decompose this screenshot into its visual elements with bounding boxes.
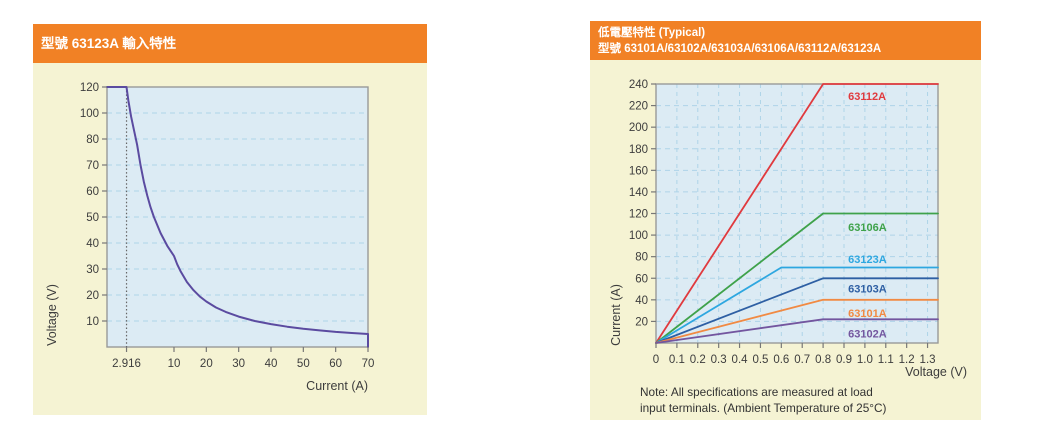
series-label-63102A: 63102A [848, 329, 887, 341]
series-line-63106A [655, 212, 939, 344]
y-tick-label: 160 [629, 165, 648, 177]
x-tick-label: 1.2 [899, 354, 915, 366]
y-axis-tick-labels: 120 100 80 70 60 50 40 30 20 10 [80, 82, 99, 328]
y-tick-label: 200 [629, 122, 648, 134]
y-tick-label: 20 [86, 290, 99, 302]
y-tick-label: 120 [629, 209, 648, 221]
gridlines [107, 112, 368, 322]
y-axis-tick-labels: 240 220 200 180 160 140 120 100 80 60 40 20 [629, 79, 648, 328]
right-chart: 63112A 63106A 63123A 63103A 63101A 63102A 0 0.1… [629, 79, 939, 366]
series-label-63103A: 63103A [848, 283, 887, 295]
y-tick-label: 60 [86, 186, 99, 198]
y-tick-label: 60 [635, 273, 648, 285]
y-tick-label: 40 [86, 238, 99, 250]
x-tick-label: 0.9 [836, 354, 852, 366]
series-label-63101A: 63101A [848, 308, 887, 320]
y-tick-label: 120 [80, 82, 99, 94]
left-panel: 型號 63123A 輸入特性 2.916 10 20 30 40 50 60 70 120 100… [33, 24, 427, 415]
x-tick-label: 0.3 [711, 354, 727, 366]
x-tick-label: 0 [653, 354, 659, 366]
series-label-63112A: 63112A [848, 91, 886, 103]
x-tick-label: 0.5 [752, 354, 768, 366]
y-tick-label: 180 [629, 144, 648, 156]
y-tick-label: 30 [86, 264, 99, 276]
x-tick-label: 1.1 [878, 354, 894, 366]
series-line-63123A [106, 86, 369, 348]
x-tick-label: 0.8 [815, 354, 831, 366]
x-tick-label: 2.916 [112, 358, 141, 370]
x-tick-label: 10 [168, 358, 181, 370]
series-label-63123A: 63123A [848, 254, 887, 266]
y-tick-label: 80 [635, 252, 648, 264]
y-tick-label: 20 [635, 316, 648, 328]
x-tick-label: 70 [362, 358, 375, 370]
x-axis-tick-labels: 2.916 10 20 30 40 50 60 70 [112, 358, 374, 370]
tick-marks [102, 86, 369, 352]
x-tick-label: 20 [200, 358, 213, 370]
y-tick-label: 50 [86, 212, 99, 224]
left-xaxis-label: Current (A) [306, 379, 368, 393]
right-panel-header: 低電壓特性 (Typical) 型號 63101A/63102A/63103A/… [590, 21, 981, 60]
left-panel-title: 型號 63123A 輸入特性 [41, 36, 177, 51]
x-tick-label: 50 [297, 358, 310, 370]
y-tick-label: 100 [629, 230, 648, 242]
x-tick-label: 40 [265, 358, 278, 370]
x-tick-label: 0.1 [669, 354, 685, 366]
y-tick-label: 80 [86, 134, 99, 146]
note-line1: Note: All specifications are measured at… [640, 385, 873, 399]
series-line-63123A [655, 266, 939, 344]
series-line-63101A [655, 298, 939, 344]
x-tick-label: 0.7 [794, 354, 810, 366]
right-panel-title-line2: 型號 63101A/63102A/63103A/63106A/63112A/63… [598, 43, 882, 56]
y-tick-label: 70 [86, 160, 99, 172]
x-tick-label: 30 [232, 358, 245, 370]
series-line-63112A [655, 83, 939, 344]
x-tick-label: 60 [329, 358, 342, 370]
y-tick-label: 10 [86, 316, 99, 328]
right-xaxis-label: Voltage (V) [905, 365, 967, 379]
x-tick-label: 0.6 [773, 354, 789, 366]
note-line2: input terminals. (Ambient Temperature of… [640, 401, 887, 415]
x-tick-label: 1.0 [857, 354, 873, 366]
right-panel: 低電壓特性 (Typical) 型號 63101A/63102A/63103A/… [590, 21, 981, 420]
x-axis-tick-labels: 0 0.1 0.2 0.3 0.4 0.5 0.6 0.7 0.8 0.9 1.0 1.1 1.2 1.3 [653, 354, 936, 366]
tick-marks [651, 83, 929, 348]
y-tick-label: 40 [635, 295, 648, 307]
y-tick-label: 100 [80, 108, 99, 120]
y-tick-label: 240 [629, 79, 648, 91]
x-tick-label: 0.4 [732, 354, 749, 366]
series-line-63102A [655, 318, 939, 344]
series-label-63106A: 63106A [848, 222, 887, 234]
right-panel-title-line1: 低電壓特性 (Typical) [598, 27, 706, 39]
left-panel-header: 型號 63123A 輸入特性 [33, 24, 427, 63]
x-tick-label: 0.2 [690, 354, 706, 366]
left-yaxis-label: Voltage (V) [45, 284, 59, 346]
left-chart: 2.916 10 20 30 40 50 60 70120100807060504030201… [80, 82, 375, 370]
right-yaxis-label: Current (A) [609, 284, 623, 346]
x-tick-label: 1.3 [920, 354, 936, 366]
series-line-63103A [655, 277, 939, 344]
y-tick-label: 140 [629, 187, 648, 199]
y-tick-label: 220 [629, 101, 648, 113]
